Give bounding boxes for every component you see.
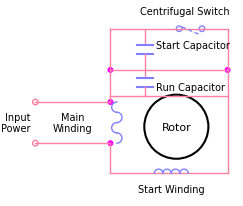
Circle shape (108, 141, 113, 146)
Text: Start Capacitor: Start Capacitor (156, 41, 230, 50)
Text: Centrifugal Switch: Centrifugal Switch (140, 7, 229, 17)
Circle shape (108, 68, 113, 73)
Text: Input
Power: Input Power (1, 112, 31, 134)
Text: Run Capacitor: Run Capacitor (156, 83, 225, 93)
Circle shape (108, 100, 113, 105)
Text: Main
Winding: Main Winding (53, 112, 93, 134)
Text: Rotor: Rotor (161, 122, 191, 132)
Circle shape (225, 68, 230, 73)
Text: Start Winding: Start Winding (138, 185, 205, 194)
